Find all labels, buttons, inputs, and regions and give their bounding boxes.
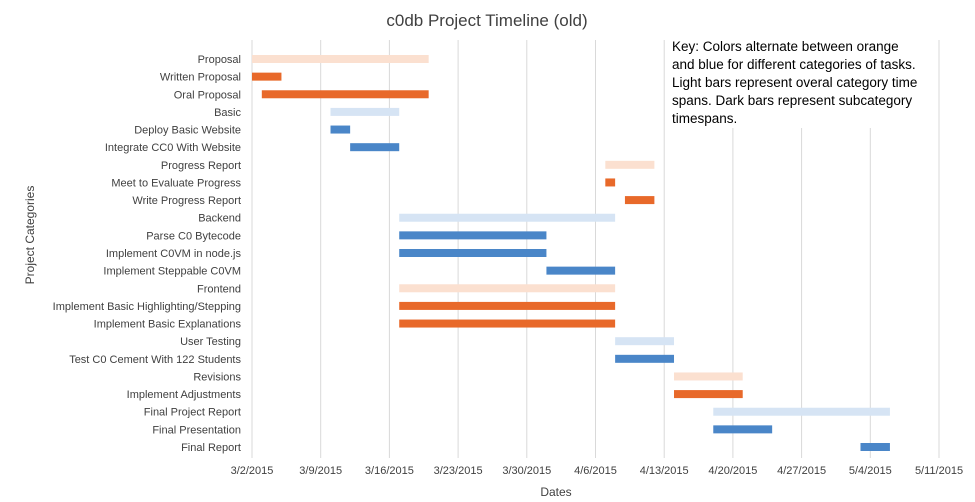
task-bar [713, 407, 890, 416]
task-bar [860, 443, 890, 451]
category-label: Implement Steppable C0VM [103, 266, 241, 278]
task-bar [605, 178, 616, 187]
category-label: User Testing [180, 336, 241, 348]
x-tick-label: 4/6/2015 [574, 465, 617, 477]
category-label: Frontend [197, 283, 241, 295]
task-bar [350, 143, 400, 152]
category-label: Implement Basic Explanations [94, 319, 242, 331]
task-bar [330, 107, 400, 116]
task-bar [674, 372, 743, 381]
key-annotation: Key: Colors alternate between orange and… [672, 38, 922, 128]
task-bar [615, 354, 675, 363]
category-label: Deploy Basic Website [134, 125, 241, 137]
category-label: Integrate CC0 With Website [105, 142, 241, 154]
x-tick-label: 4/13/2015 [640, 465, 689, 477]
category-label: Parse C0 Bytecode [146, 230, 241, 242]
chart-title: c0db Project Timeline (old) [386, 11, 587, 30]
task-bar [399, 301, 616, 310]
category-label: Final Project Report [144, 407, 241, 419]
category-label: Written Proposal [160, 72, 241, 84]
y-axis-title: Project Categories [23, 186, 37, 285]
category-label: Proposal [198, 54, 241, 66]
category-label: Revisions [193, 371, 241, 383]
x-tick-label: 3/30/2015 [502, 465, 551, 477]
task-bar [252, 72, 282, 81]
task-bar [546, 266, 616, 275]
x-tick-label: 5/4/2015 [849, 465, 892, 477]
category-label: Backend [198, 213, 241, 225]
task-bar [399, 249, 547, 257]
task-bar [399, 319, 616, 328]
task-bar [674, 390, 743, 399]
x-tick-label: 3/23/2015 [434, 465, 483, 477]
task-bar [399, 231, 547, 240]
category-label: Write Progress Report [132, 195, 241, 207]
category-label: Final Presentation [152, 424, 241, 436]
task-bar [252, 55, 429, 63]
task-bar [713, 425, 773, 434]
category-label: Oral Proposal [174, 89, 241, 101]
x-tick-label: 4/20/2015 [708, 465, 757, 477]
task-bar [624, 196, 655, 205]
x-tick-label: 5/11/2015 [915, 465, 963, 477]
category-label: Basic [214, 107, 241, 119]
task-bar [399, 213, 616, 222]
x-tick-label: 3/16/2015 [365, 465, 414, 477]
category-label: Implement Adjustments [127, 389, 242, 401]
x-tick-label: 3/9/2015 [299, 465, 342, 477]
task-bar [330, 125, 351, 134]
bars [252, 55, 890, 451]
task-bar [261, 90, 429, 99]
task-bar [399, 284, 616, 293]
category-label: Test C0 Cement With 122 Students [69, 354, 241, 366]
category-label: Final Report [181, 442, 241, 454]
task-bar [615, 337, 675, 346]
category-label: Meet to Evaluate Progress [111, 177, 241, 189]
x-tick-label: 3/2/2015 [231, 465, 274, 477]
category-label: Implement C0VM in node.js [106, 248, 242, 260]
x-axis-title: Dates [540, 485, 571, 499]
category-label: Implement Basic Highlighting/Stepping [53, 301, 241, 313]
x-tick-label: 4/27/2015 [777, 465, 826, 477]
date-tick-labels: 3/2/2015 3/9/2015 3/16/2015 3/23/2015 3/30/2… [231, 465, 963, 477]
task-bar [605, 160, 655, 169]
category-labels: Proposal Written Proposal Oral Proposal Bas… [53, 54, 242, 454]
category-label: Progress Report [161, 160, 241, 172]
